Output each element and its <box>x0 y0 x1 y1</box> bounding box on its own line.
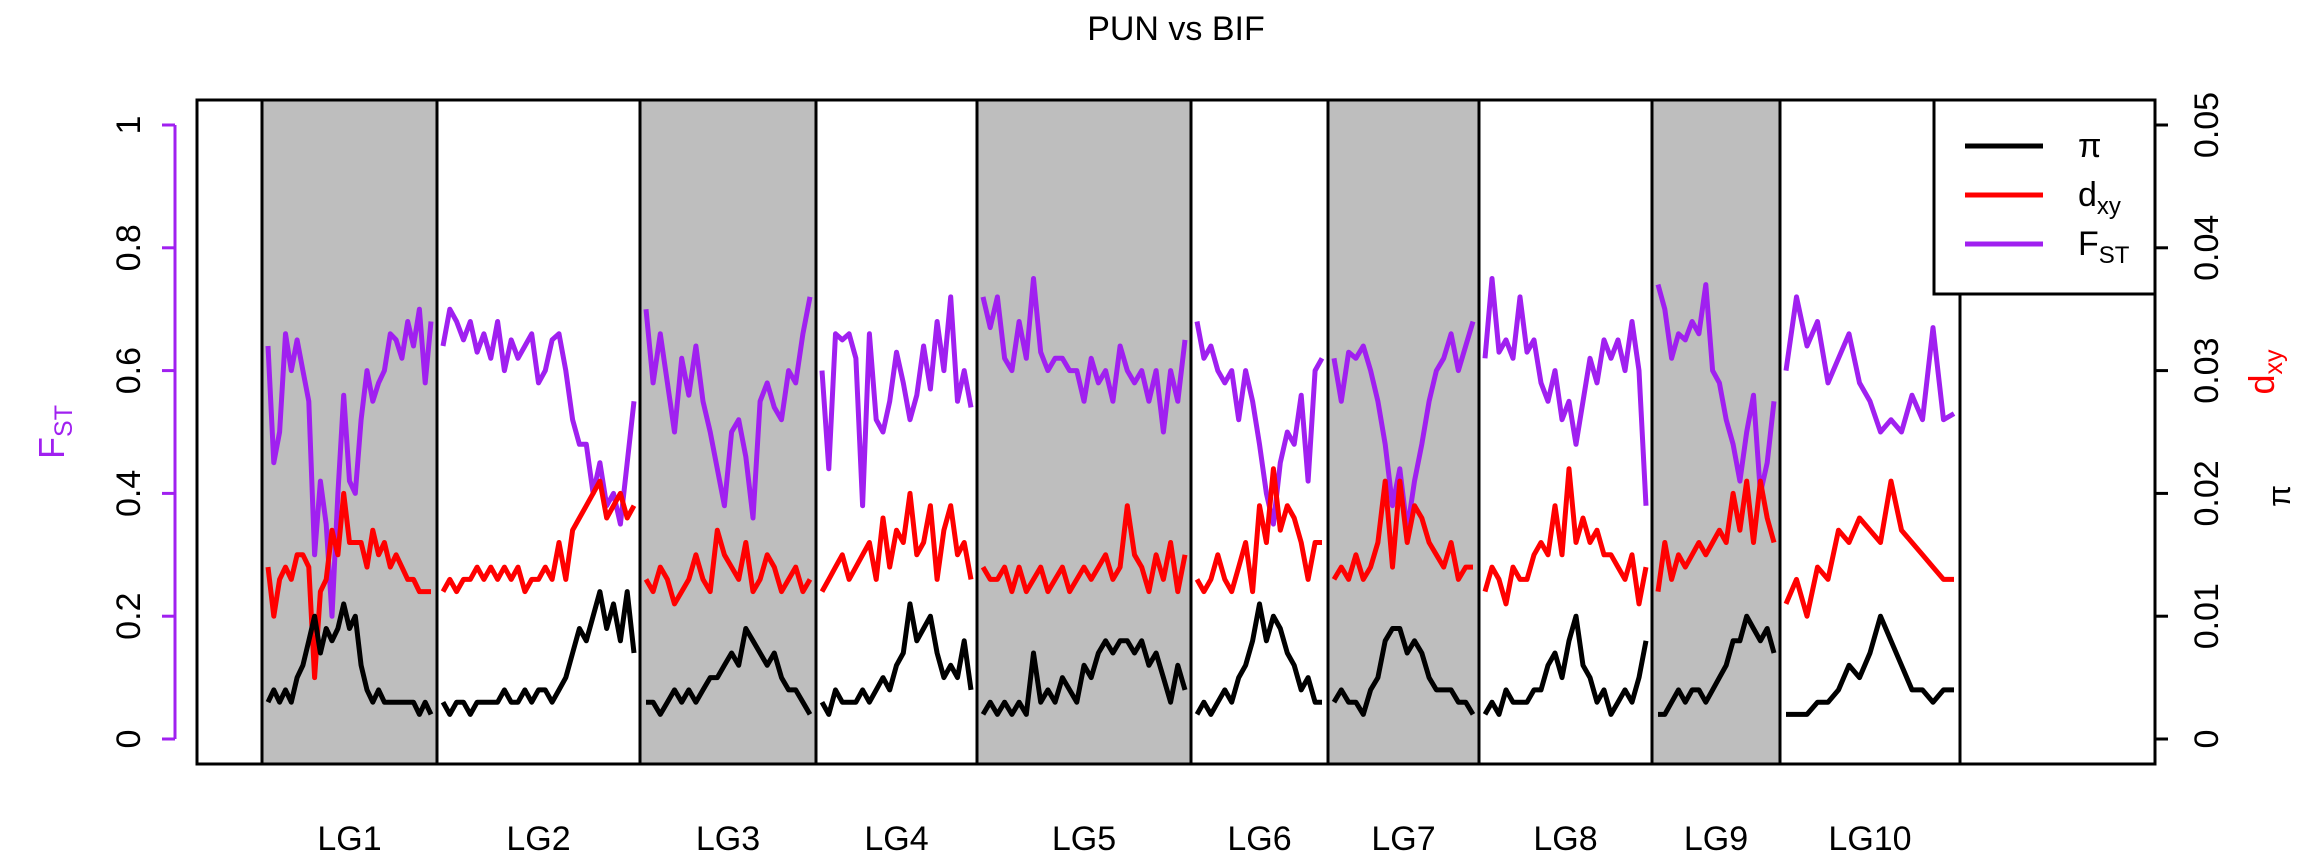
right-tick-label: 0.03 <box>2188 338 2226 404</box>
right-axis-dxy-pi: 0 0.01 0.02 0.03 0.04 0.05 <box>2153 92 2226 749</box>
dxy-line-lg9 <box>1655 478 1777 592</box>
panel-lg1 <box>260 98 439 766</box>
legend-box <box>1932 98 2157 296</box>
fst-line-lg10 <box>1783 294 1956 435</box>
series-lines <box>265 276 1956 717</box>
fst-line-lg4 <box>819 294 974 509</box>
chart-title: PUN vs BIF <box>1087 10 1265 48</box>
x-label-lg8: LG8 <box>1533 820 1597 858</box>
right-axis-title-dxy: dxy <box>2241 349 2288 395</box>
pi-line-lg9 <box>1658 613 1777 717</box>
legend-label-dxy: dxy <box>2078 176 2121 220</box>
right-axis-title-pi: π <box>2261 485 2297 507</box>
panel-lg3 <box>638 98 818 766</box>
x-label-lg5: LG5 <box>1052 820 1116 858</box>
right-tick-label: 0.02 <box>2188 460 2226 526</box>
dxy-line-lg5 <box>980 503 1188 595</box>
right-tick-label: 0.01 <box>2188 583 2226 649</box>
right-tick-label: 0.05 <box>2188 92 2226 158</box>
left-tick-label: 0.4 <box>110 470 148 517</box>
fst-line-lg8 <box>1482 276 1649 506</box>
fst-line-lg6 <box>1194 321 1325 527</box>
panel-lg7 <box>1326 98 1481 766</box>
pi-line-lg1 <box>265 601 434 717</box>
pi-line-lg2 <box>440 589 637 717</box>
panel-lg2 <box>435 98 642 766</box>
x-label-lg10: LG10 <box>1828 820 1911 858</box>
pi-line-lg3 <box>646 626 813 717</box>
fst-line-lg5 <box>980 276 1188 435</box>
left-tick-label: 0.6 <box>110 347 148 394</box>
x-label-lg1: LG1 <box>317 820 381 858</box>
x-label-lg7: LG7 <box>1371 820 1435 858</box>
dxy-line-lg1 <box>265 490 431 681</box>
legend: π dxy FST <box>1932 98 2157 296</box>
dxy-line-lg8 <box>1482 466 1649 607</box>
x-label-lg2: LG2 <box>506 820 570 858</box>
right-tick-label: 0 <box>2188 730 2226 749</box>
dxy-line-lg3 <box>643 527 813 607</box>
pi-line-lg8 <box>1482 613 1649 717</box>
dxy-line-lg2 <box>440 478 637 595</box>
pi-line-lg4 <box>819 601 974 717</box>
panel-lg9 <box>1650 98 1782 766</box>
x-label-lg9: LG9 <box>1684 820 1748 858</box>
left-tick-label: 0 <box>110 730 148 749</box>
legend-label-fst: FST <box>2078 225 2130 269</box>
left-axis-fst: 0 0.2 0.4 0.6 0.8 1 <box>110 116 177 749</box>
x-label-lg3: LG3 <box>696 820 760 858</box>
panel-lg4 <box>814 98 979 766</box>
linkage-group-labels: LG1 LG2 LG3 LG4 LG5 LG6 LG7 LG8 LG9 LG10 <box>317 820 1911 858</box>
dxy-line-lg6 <box>1194 466 1322 595</box>
pi-line-lg10 <box>1786 613 1954 717</box>
x-label-lg6: LG6 <box>1227 820 1291 858</box>
left-tick-label: 1 <box>110 116 148 135</box>
pi-line-lg6 <box>1194 601 1322 717</box>
dxy-line-lg10 <box>1783 478 1954 619</box>
fst-line-lg9 <box>1655 282 1777 496</box>
pi-line-lg5 <box>980 638 1188 717</box>
right-tick-label: 0.04 <box>2188 215 2226 281</box>
fst-line-lg3 <box>643 296 813 521</box>
dxy-line-lg7 <box>1331 478 1473 582</box>
left-tick-label: 0.2 <box>110 593 148 640</box>
left-tick-label: 0.8 <box>110 224 148 271</box>
fst-line-lg1 <box>265 306 434 619</box>
left-axis-title: FST <box>31 405 78 459</box>
legend-label-pi: π <box>2078 127 2101 165</box>
pi-line-lg7 <box>1331 626 1476 717</box>
dxy-line-lg4 <box>819 490 974 593</box>
fst-line-lg2 <box>440 306 637 527</box>
x-label-lg4: LG4 <box>864 820 928 858</box>
linkage-group-backgrounds <box>260 98 1962 766</box>
